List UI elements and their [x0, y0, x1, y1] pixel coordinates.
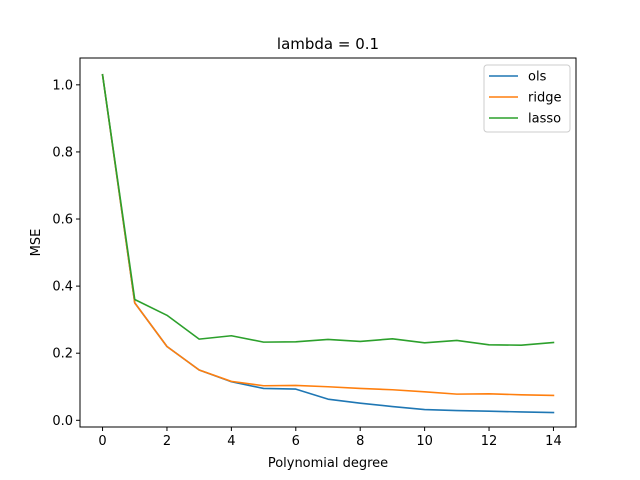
- legend: ols ridge lasso: [483, 64, 571, 133]
- x-tick-label: 10: [416, 434, 433, 449]
- x-axis-ticks: 0 2 4 6 8 10 12 14: [98, 427, 562, 449]
- x-tick-label: 14: [545, 434, 562, 449]
- series-line-lasso: [101, 73, 555, 346]
- x-tick-label: 6: [292, 434, 300, 449]
- y-tick-label: 0.0: [52, 414, 73, 429]
- legend-label-ols: ols: [528, 70, 547, 85]
- legend-label-lasso: lasso: [528, 112, 561, 127]
- y-tick-label: 1.0: [52, 78, 73, 93]
- y-axis-ticks: 0.0 0.2 0.4 0.6 0.8 1.0: [52, 78, 80, 429]
- series-line-ridge: [101, 73, 555, 397]
- legend-box: [483, 64, 571, 133]
- plot-frame: [79, 57, 577, 428]
- x-tick-label: 0: [98, 434, 106, 449]
- y-axis-label: MSE: [29, 229, 44, 257]
- plot-lines: [101, 73, 555, 414]
- x-tick-label: 2: [163, 434, 171, 449]
- y-tick-label: 0.2: [52, 347, 73, 362]
- y-tick-label: 0.4: [52, 280, 73, 295]
- x-tick-label: 8: [356, 434, 364, 449]
- x-axis-label: Polynomial degree: [268, 456, 388, 471]
- x-tick-label: 12: [481, 434, 498, 449]
- x-tick-label: 4: [227, 434, 235, 449]
- legend-label-ridge: ridge: [528, 91, 561, 106]
- y-tick-label: 0.6: [52, 213, 73, 228]
- y-tick-label: 0.8: [52, 145, 73, 160]
- chart-title: lambda = 0.1: [277, 35, 379, 53]
